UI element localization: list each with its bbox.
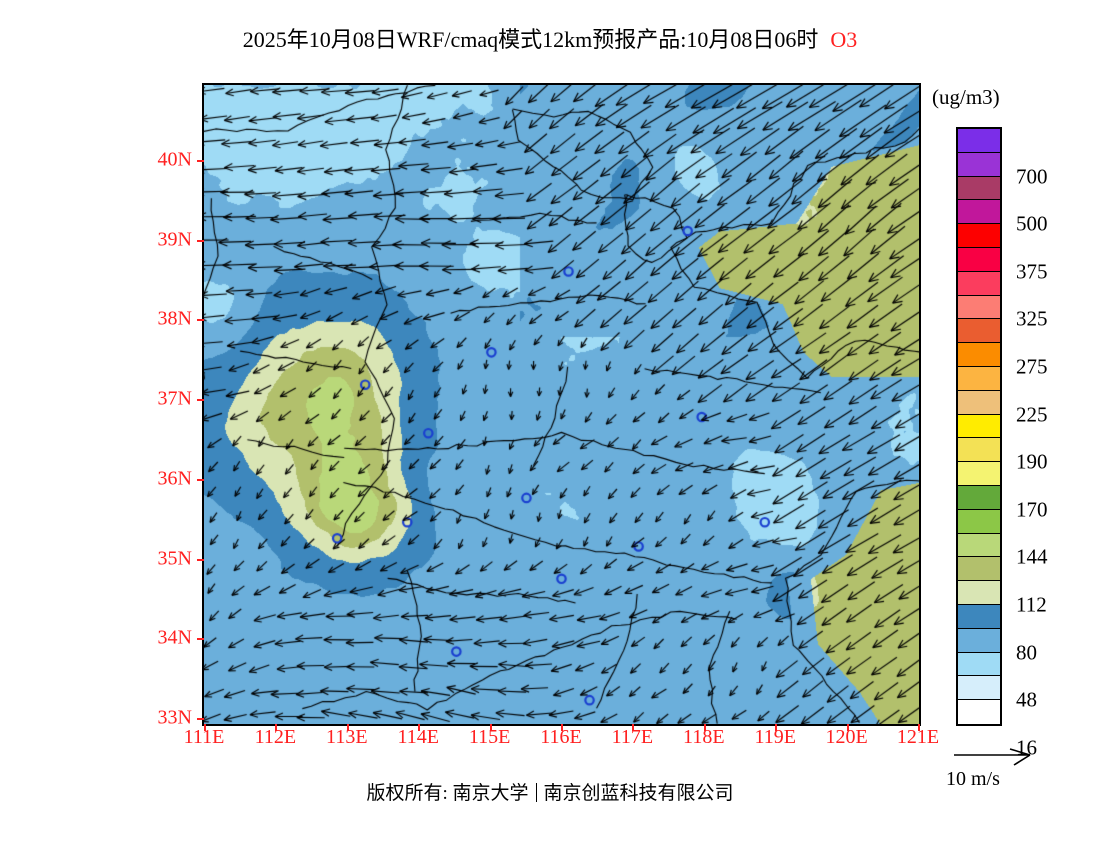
concentration-map-canvas[interactable] [204,85,919,724]
colorbar-tick-label: 225 [1016,402,1048,427]
colorbar-band [958,652,1000,677]
colorbar-tick-label: 170 [1016,497,1048,522]
footer-right-text: 南京创蓝科技有限公司 [543,783,734,804]
x-axis-label: 118E [683,726,725,748]
colorbar-band [958,581,1000,605]
colorbar-band [958,319,1000,344]
title-main-text: 2025年10月08日WRF/cmaq模式12km预报产品:10月08日06时 [242,27,819,52]
y-axis-label: 37N [157,387,192,410]
colorbar-band [958,343,1000,367]
colorbar-tick-label: 375 [1016,259,1048,284]
page-title: 2025年10月08日WRF/cmaq模式12km预报产品:10月08日06时 O… [0,22,1100,54]
colorbar-band [958,485,1000,510]
wind-scale-label: 10 m/s [946,768,1000,790]
colorbar-band [958,271,1000,296]
y-axis-tick [197,319,204,322]
x-axis-label: 112E [254,726,297,748]
colorbar-tick-label: 16 [1016,735,1037,760]
y-axis-label: 39N [157,228,192,251]
arrow-right-icon [954,748,1031,766]
colorbar-band [958,152,1000,177]
colorbar-band [958,200,1000,225]
colorbar-tick-label: 275 [1016,354,1048,379]
colorbar-band [958,628,1000,653]
colorbar-band [958,414,1000,439]
x-axis-label: 116E [540,726,582,748]
colorbar-tick-label: 80 [1016,640,1037,665]
x-axis-tick [775,724,778,731]
y-axis-label: 34N [157,626,192,649]
colorbar-band [958,224,1000,248]
y-axis-label: 36N [157,467,192,490]
x-axis-tick [418,724,421,731]
wind-scale-legend: 10 m/s [946,748,1086,791]
x-axis-label: 121E [896,726,940,748]
y-axis-label: 33N [157,706,192,729]
x-axis-label: 113E [326,726,368,748]
x-axis-label: 120E [825,726,868,748]
colorbar-band [958,295,1000,320]
x-axis-label: 111E [183,726,225,748]
y-axis-tick [197,160,204,162]
map-panel[interactable] [202,83,921,726]
colorbar-band [958,557,1000,582]
x-axis-tick [632,724,635,731]
footer-left-text: 版权所有: 南京大学 [366,783,529,804]
colorbar-tick-label: 144 [1016,544,1048,569]
colorbar-tick-label: 700 [1016,164,1048,189]
colorbar-band [958,438,1000,463]
colorbar-band [958,700,1000,724]
colorbar-band [958,247,1000,272]
y-axis-tick [197,399,204,402]
x-axis-tick [275,724,278,731]
y-axis-tick [197,239,204,242]
footer-copyright: 版权所有: 南京大学 南京创蓝科技有限公司 [0,778,1100,805]
title-species-text: O3 [830,27,858,52]
colorbar-tick-label: 48 [1016,687,1037,712]
x-axis-tick [346,724,349,731]
colorbar-tick-label: 190 [1016,449,1048,474]
colorbar-band [958,509,1000,534]
y-axis-label: 40N [157,148,192,171]
x-axis-label: 117E [611,726,654,748]
y-axis-tick [197,478,204,481]
colorbar-band [958,366,1000,391]
colorbar-band [958,604,1000,629]
x-axis-label: 114E [397,726,439,748]
colorbar-band [958,176,1000,201]
y-axis-tick [197,718,204,720]
footer-divider [535,783,537,802]
colorbar: (ug/m3) 700 500 375 325 275 225 190 170 144 112 80… [932,85,1048,759]
colorbar-band [958,533,1000,558]
colorbar-unit-label: (ug/m3) [932,85,1000,109]
colorbar-bands[interactable] [956,127,1002,726]
colorbar-tick-label: 500 [1016,211,1048,236]
colorbar-band [958,676,1000,701]
x-axis-label: 115E [468,726,511,748]
x-axis-tick [918,724,920,731]
y-axis-tick [197,638,204,641]
x-axis-tick [489,724,492,731]
colorbar-band [958,129,1000,153]
x-axis-label: 119E [754,726,796,748]
y-axis-label: 35N [157,547,192,570]
x-axis-tick [561,724,563,731]
y-axis-tick [197,558,204,561]
colorbar-band [958,462,1000,486]
colorbar-band [958,390,1000,415]
colorbar-tick-label: 325 [1016,306,1048,331]
x-axis-tick [703,724,706,731]
x-axis-tick [204,724,206,731]
x-axis-tick [846,724,849,731]
colorbar-tick-label: 112 [1016,592,1047,617]
y-axis-label: 38N [157,307,192,330]
